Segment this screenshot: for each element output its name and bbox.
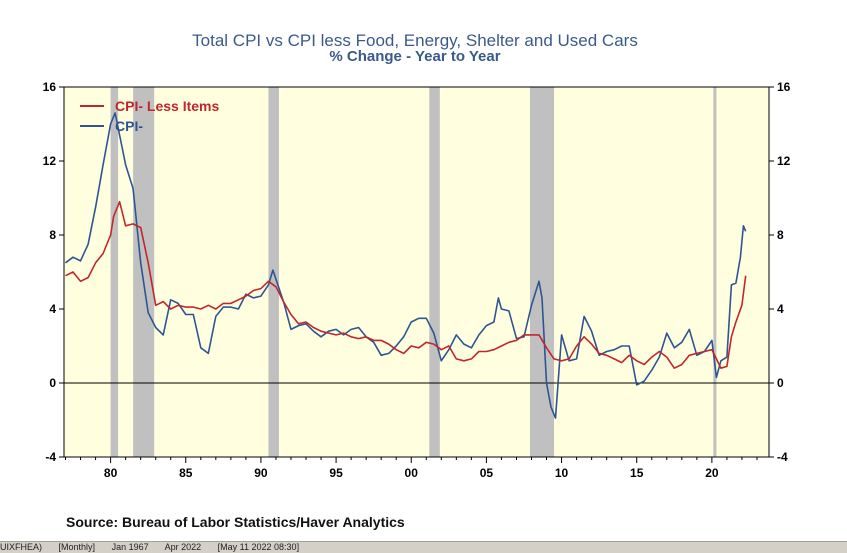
y-tick-label-left-3: 8 bbox=[49, 228, 56, 242]
legend-label-0: CPI- Less Items bbox=[115, 98, 219, 114]
x-tick-label-4: 00 bbox=[405, 466, 419, 480]
plot-frame bbox=[63, 86, 770, 458]
footer-frequency: [Monthly] bbox=[58, 542, 96, 552]
y-tick-label-right-1: 0 bbox=[777, 376, 784, 390]
recession-band-1 bbox=[133, 87, 155, 457]
y-tick-label-left-1: 0 bbox=[49, 376, 56, 390]
y-tick-label-left-5: 16 bbox=[43, 80, 57, 94]
x-tick-label-1: 85 bbox=[179, 466, 193, 480]
footer-timestamp: [May 11 2022 08:30] bbox=[217, 542, 300, 552]
y-tick-label-right-3: 8 bbox=[777, 228, 784, 242]
chart-title: Total CPI vs CPI less Food, Energy, Shel… bbox=[192, 31, 638, 50]
x-tick-label-5: 05 bbox=[480, 466, 494, 480]
recession-band-0 bbox=[110, 87, 119, 457]
chart-subtitle: % Change - Year to Year bbox=[329, 48, 501, 65]
recession-band-4 bbox=[529, 87, 555, 457]
x-tick-label-7: 15 bbox=[630, 466, 644, 480]
x-tick-label-6: 10 bbox=[555, 466, 569, 480]
y-tick-label-left-0: -4 bbox=[45, 450, 56, 464]
source-note: Source: Bureau of Labor Statistics/Haver… bbox=[66, 514, 405, 530]
y-tick-label-left-2: 4 bbox=[49, 302, 56, 316]
x-tick-label-2: 90 bbox=[254, 466, 268, 480]
footer-range-end: Apr 2022 bbox=[164, 542, 202, 552]
legend-label-1: CPI- bbox=[115, 118, 143, 134]
series-line-0 bbox=[65, 200, 747, 369]
footer-series-code: UIXFHEA) bbox=[0, 542, 43, 552]
x-tick-label-8: 20 bbox=[705, 466, 719, 480]
plot-background bbox=[64, 87, 769, 457]
y-tick-label-left-4: 12 bbox=[43, 154, 57, 168]
y-tick-label-right-2: 4 bbox=[777, 302, 784, 316]
status-footer: UIXFHEA) [Monthly] Jan 1967 Apr 2022 [Ma… bbox=[0, 541, 847, 553]
x-tick-label-0: 80 bbox=[104, 466, 118, 480]
y-tick-label-right-4: 12 bbox=[777, 154, 791, 168]
series-line-1 bbox=[65, 112, 747, 419]
recession-band-3 bbox=[429, 87, 440, 457]
y-tick-label-right-5: 16 bbox=[777, 80, 791, 94]
recession-band-5 bbox=[713, 87, 717, 457]
y-tick-label-right-0: -4 bbox=[777, 450, 788, 464]
footer-range-start: Jan 1967 bbox=[111, 542, 149, 552]
x-tick-label-3: 95 bbox=[329, 466, 343, 480]
